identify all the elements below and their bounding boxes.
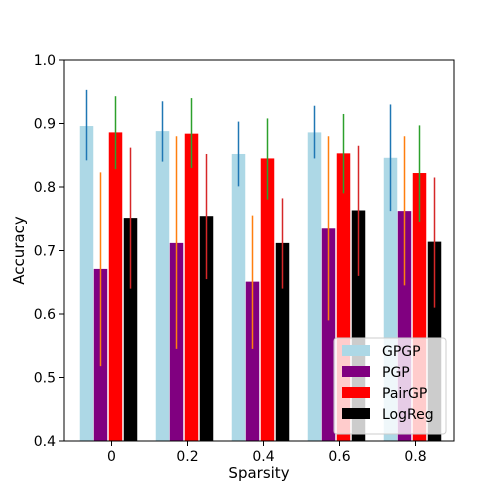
x-axis-label: Sparsity	[228, 464, 289, 482]
legend-label-pairgp: PairGP	[382, 386, 427, 402]
legend-swatch-logreg	[342, 408, 370, 419]
bar-logreg	[123, 218, 138, 441]
x-tick-label: 0.4	[252, 449, 274, 465]
y-tick-label: 1.0	[34, 53, 56, 69]
legend-swatch-pairgp	[342, 387, 370, 398]
y-tick-label: 0.9	[34, 117, 56, 133]
bar-gpgp	[307, 132, 322, 441]
bar-pgp	[245, 281, 260, 441]
bar-pairgp	[260, 158, 275, 441]
y-tick-label: 0.4	[34, 434, 56, 450]
y-tick-label: 0.5	[34, 371, 56, 387]
y-axis: 0.4 0.5 0.6 0.7 0.8 0.9 1.0	[34, 53, 64, 450]
y-tick-label: 0.6	[34, 307, 56, 323]
x-tick-label: 0.8	[404, 449, 426, 465]
bar-gpgp	[79, 126, 94, 441]
y-tick-label: 0.8	[34, 180, 56, 196]
legend-label-pgp: PGP	[382, 365, 410, 381]
x-tick-label: 0.2	[176, 449, 198, 465]
bar-pgp	[321, 228, 336, 441]
bar-logreg	[199, 216, 214, 441]
bar-gpgp	[231, 153, 246, 442]
x-axis: 0 0.2 0.4 0.6 0.8	[107, 441, 427, 465]
error-bars-layer	[85, 89, 436, 367]
legend-swatch-pgp	[342, 366, 370, 377]
bar-pairgp	[108, 132, 123, 441]
bar-gpgp	[155, 131, 170, 441]
legend-label-logreg: LogReg	[382, 407, 434, 423]
y-tick-label: 0.7	[34, 244, 56, 260]
y-axis-label: Accuracy	[10, 216, 28, 285]
legend-label-gpgp: GPGP	[382, 344, 421, 360]
legend-swatch-gpgp	[342, 345, 370, 356]
x-tick-label: 0	[107, 449, 116, 465]
legend: GPGP PGP PairGP LogReg	[333, 337, 447, 435]
x-tick-label: 0.6	[328, 449, 350, 465]
bar-pairgp	[184, 133, 199, 441]
bar-logreg	[275, 242, 290, 441]
